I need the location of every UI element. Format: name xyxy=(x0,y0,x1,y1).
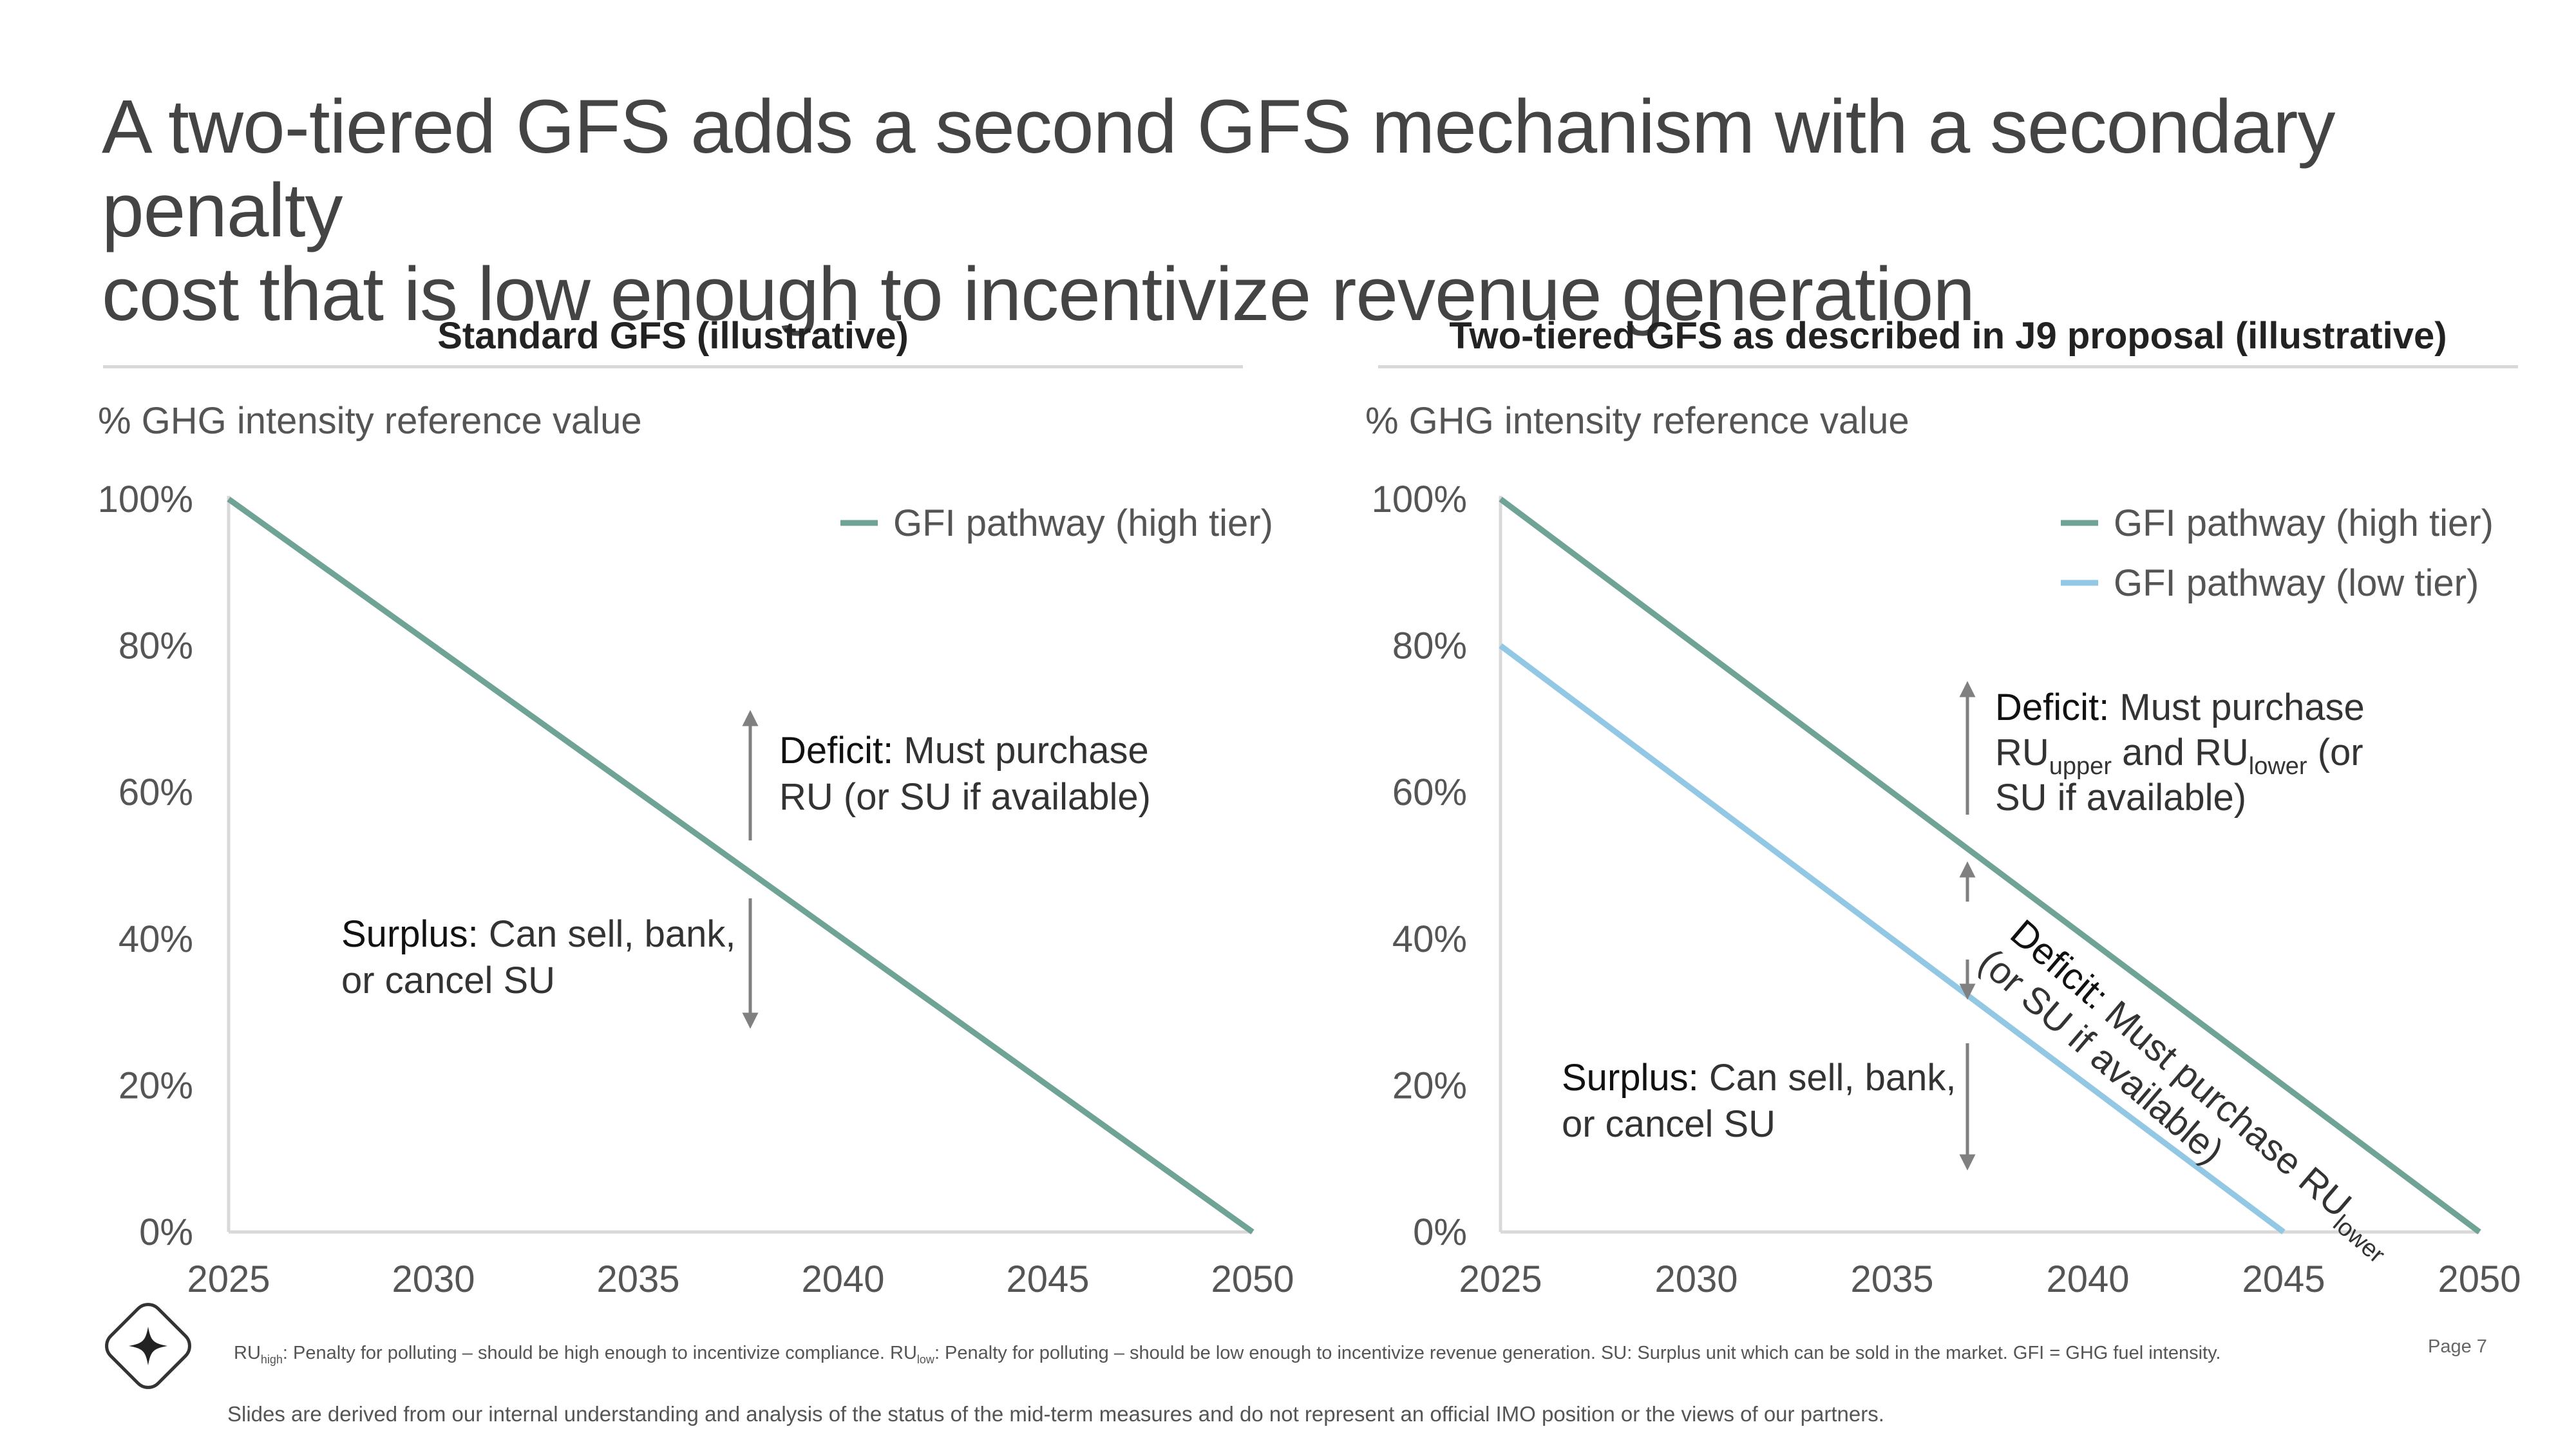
left-surplus-label: Surplus: Can sell, bank, xyxy=(341,913,736,955)
right-y-tick-label: 0% xyxy=(1413,1211,1467,1253)
right-y-tick-label: 80% xyxy=(1392,625,1467,667)
left-series xyxy=(227,497,1255,1235)
footnote-ru-high: RU xyxy=(234,1343,261,1363)
right-deficit-label-line3: SU if available) xyxy=(1995,777,2246,819)
footnote-ru-high-text: : Penalty for polluting – should be high… xyxy=(282,1343,891,1363)
right-series xyxy=(1499,497,2481,1235)
right-x-tick-label: 2025 xyxy=(1459,1258,1542,1300)
right-axes xyxy=(1499,496,2479,1234)
right-x-tick-label: 2030 xyxy=(1654,1258,1738,1300)
left-legend: GFI pathway (high tier) xyxy=(840,502,1273,544)
left-x-tick-label: 2035 xyxy=(596,1258,679,1300)
left-deficit-label: Deficit: Must purchase xyxy=(779,730,1149,772)
right-x-tick-label: 2045 xyxy=(2242,1258,2325,1300)
right-legend-label: GFI pathway (low tier) xyxy=(2114,562,2479,604)
left-deficit-label-line2: RU (or SU if available) xyxy=(779,776,1151,818)
left-x-tick-label: 2050 xyxy=(1211,1258,1294,1300)
right-x-tick-label: 2050 xyxy=(2438,1258,2521,1300)
right-series-line-low-tier xyxy=(1499,643,2286,1235)
right-y-tick-label: 60% xyxy=(1392,772,1467,813)
left-tick-labels: 2025 2030 2035 2040 2045 2050 0% 20% 40% 60% 80% 10… xyxy=(98,478,1294,1300)
right-deficit-label: Deficit: Must purchase xyxy=(1995,687,2365,728)
footnote-ru-low-text: : Penalty for polluting – should be low … xyxy=(934,1343,2221,1363)
right-y-axis-title: % GHG intensity reference value xyxy=(1365,400,1909,442)
left-y-tick-label: 80% xyxy=(118,625,193,667)
left-panel-heading: Standard GFS (illustrative) xyxy=(437,315,909,357)
left-y-tick-label: 60% xyxy=(118,772,193,813)
page-number: Page 7 xyxy=(2428,1336,2487,1357)
right-y-tick-label: 40% xyxy=(1392,918,1467,960)
left-legend-label: GFI pathway (high tier) xyxy=(893,502,1273,544)
left-axes xyxy=(227,496,1253,1234)
footnote-disclaimer: Slides are derived from our internal und… xyxy=(227,1402,1884,1426)
right-legend: GFI pathway (high tier) GFI pathway (low … xyxy=(2061,502,2494,604)
slide-title-line1: A two-tiered GFS adds a second GFS mecha… xyxy=(102,84,2335,253)
footnote-ru-high-sub: high xyxy=(260,1352,283,1366)
left-y-axis-title: % GHG intensity reference value xyxy=(98,400,642,442)
left-x-tick-label: 2040 xyxy=(801,1258,884,1300)
right-y-tick-label: 100% xyxy=(1372,478,1467,520)
right-series-line-high-tier xyxy=(1499,497,2481,1235)
right-x-tick-label: 2040 xyxy=(2046,1258,2129,1300)
right-deficit-label-line2: RUupper and RUlower (or xyxy=(1995,732,2363,780)
left-x-tick-label: 2030 xyxy=(392,1258,475,1300)
left-heading-rule xyxy=(103,365,1243,368)
right-legend-label: GFI pathway (high tier) xyxy=(2114,502,2494,544)
right-tick-labels: 2025 2030 2035 2040 2045 2050 0% 20% 40% 60% 80% 10… xyxy=(1372,478,2521,1300)
left-y-tick-label: 40% xyxy=(118,918,193,960)
sparkle-diamond-icon xyxy=(105,1303,191,1389)
left-x-tick-label: 2045 xyxy=(1006,1258,1089,1300)
right-chart: 2025 2030 2035 2040 2045 2050 0% 20% 40% 60% 80% 10… xyxy=(1372,478,2521,1300)
left-surplus-label-line2: or cancel SU xyxy=(341,960,555,1001)
left-x-tick-label: 2025 xyxy=(187,1258,270,1300)
right-y-tick-label: 20% xyxy=(1392,1065,1467,1106)
slide-title: A two-tiered GFS adds a second GFS mecha… xyxy=(102,85,2485,336)
footnote-ru-low-sub: low xyxy=(916,1352,934,1366)
left-y-tick-label: 100% xyxy=(98,478,193,520)
left-series-line-high-tier xyxy=(227,497,1255,1235)
right-panel-heading: Two-tiered GFS as described in J9 propos… xyxy=(1449,315,2447,357)
right-mid-deficit-label: Deficit: Must purchase RUlower (or SU if… xyxy=(1971,912,2404,1269)
right-surplus-label-line2: or cancel SU xyxy=(1562,1103,1776,1145)
svg-text:Deficit: Must purchase RUlower: Deficit: Must purchase RUlower xyxy=(1998,912,2404,1269)
left-y-tick-label: 20% xyxy=(118,1065,193,1106)
left-chart: 2025 2030 2035 2040 2045 2050 0% 20% 40% 60% 80% 10… xyxy=(98,478,1294,1300)
slide-title-line2: cost that is low enough to incentivize r… xyxy=(102,252,1975,337)
footnote-definitions: RUhigh: Penalty for polluting – should b… xyxy=(234,1343,2221,1367)
right-surplus-label: Surplus: Can sell, bank, xyxy=(1562,1057,1956,1099)
right-x-tick-label: 2035 xyxy=(1850,1258,1933,1300)
left-y-tick-label: 0% xyxy=(139,1211,193,1253)
footnote-ru-low: RU xyxy=(890,1343,917,1363)
right-heading-rule xyxy=(1378,365,2518,368)
